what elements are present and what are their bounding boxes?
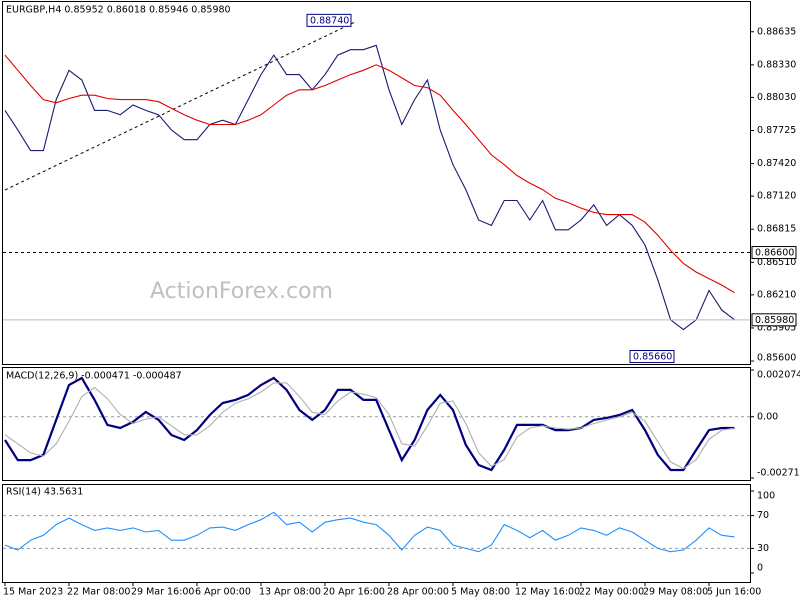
x-tick-label: 20 Apr 16:00 bbox=[323, 587, 385, 598]
series-line bbox=[4, 44, 735, 331]
watermark: ActionForex.com bbox=[150, 279, 333, 304]
panel-title: MACD(12,26,9) -0.000471 -0.000487 bbox=[6, 371, 182, 382]
trend-line bbox=[4, 21, 356, 191]
y-tick-label: 30 bbox=[757, 543, 769, 554]
macd-panel bbox=[2, 367, 751, 481]
y-tick-label: 0.88030 bbox=[757, 92, 796, 103]
price-label-box bbox=[306, 13, 352, 27]
price-label: 0.85660 bbox=[633, 352, 672, 363]
rsi-panel bbox=[2, 484, 751, 583]
axis-price-label: 0.86600 bbox=[755, 248, 794, 259]
y-tick-label: 0.002074 bbox=[757, 370, 800, 381]
x-tick-label: 5 May 08:00 bbox=[451, 587, 510, 598]
price-label-box bbox=[629, 350, 675, 364]
x-tick-label: 15 Mar 2023 bbox=[3, 587, 63, 598]
y-tick-label: 0.88330 bbox=[757, 59, 796, 70]
series-line bbox=[4, 382, 735, 470]
x-tick-label: 13 Apr 08:00 bbox=[259, 587, 321, 598]
x-tick-label: 28 Apr 00:00 bbox=[387, 587, 449, 598]
y-tick-label: 0.85600 bbox=[757, 353, 796, 364]
y-tick-label: 0.85905 bbox=[757, 322, 796, 333]
x-tick-label: 22 May 00:00 bbox=[579, 587, 644, 598]
y-tick-label: -0.002716 bbox=[757, 468, 800, 479]
panel-title: EURGBP,H4 0.85952 0.86018 0.85946 0.8598… bbox=[6, 5, 231, 16]
series-line bbox=[4, 54, 735, 294]
y-tick-label: 0.00 bbox=[757, 411, 778, 422]
y-tick-label: 0.88635 bbox=[757, 26, 796, 37]
price-panel bbox=[2, 1, 751, 365]
y-tick-label: 0.86815 bbox=[757, 224, 796, 235]
series-line bbox=[4, 511, 735, 553]
series-line bbox=[4, 376, 735, 472]
x-tick-label: 22 Mar 08:00 bbox=[67, 587, 130, 598]
y-tick-label: 70 bbox=[757, 510, 769, 521]
y-tick-label: 0 bbox=[757, 563, 763, 574]
axis-price-box bbox=[751, 246, 797, 260]
y-tick-label: 0.86210 bbox=[757, 289, 796, 300]
price-label: 0.88740 bbox=[310, 15, 349, 26]
y-tick-label: 0.86510 bbox=[757, 257, 796, 268]
y-tick-label: 0.87725 bbox=[757, 125, 796, 136]
x-tick-label: 12 May 16:00 bbox=[515, 587, 580, 598]
y-tick-label: 0.87420 bbox=[757, 158, 796, 169]
panel-title: RSI(14) 43.5631 bbox=[6, 487, 83, 498]
y-tick-label: 100 bbox=[757, 491, 775, 502]
x-tick-label: 29 Mar 16:00 bbox=[131, 587, 194, 598]
axis-price-label: 0.85980 bbox=[755, 315, 794, 326]
axis-price-box bbox=[751, 313, 797, 327]
x-tick-label: 29 May 08:00 bbox=[643, 587, 708, 598]
x-tick-label: 5 Jun 16:00 bbox=[707, 587, 761, 598]
x-tick-label: 6 Apr 00:00 bbox=[195, 587, 251, 598]
y-tick-label: 0.87120 bbox=[757, 191, 796, 202]
